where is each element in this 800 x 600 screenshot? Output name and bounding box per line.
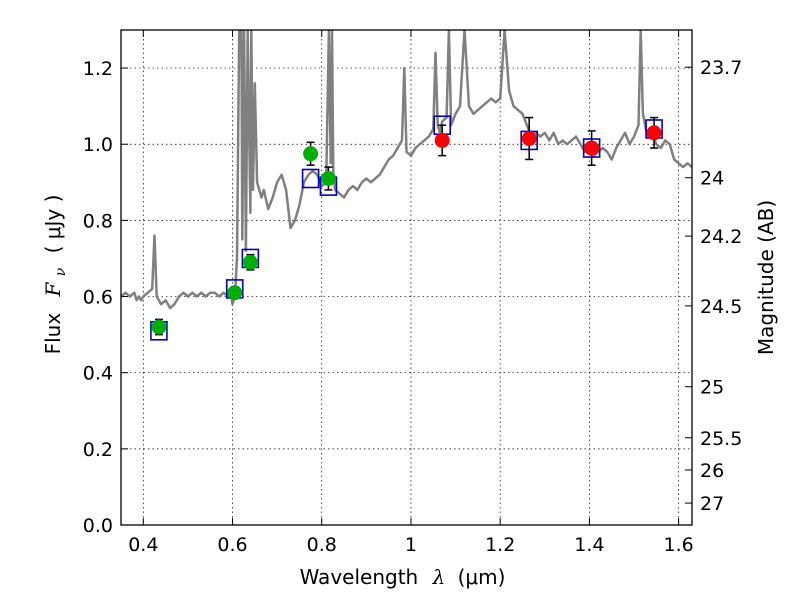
- y-tick-label: 0.6: [83, 287, 113, 309]
- y2-axis-label: Magnitude (AB): [754, 200, 778, 355]
- observed-flux-point: [434, 132, 450, 148]
- x-tick-label: 1: [405, 534, 417, 556]
- x-tick-label: 1.6: [664, 534, 694, 556]
- observed-flux-point: [242, 254, 258, 270]
- grid-layer: [121, 30, 692, 526]
- x-tick-label: 0.4: [128, 534, 158, 556]
- observed-flux-point: [227, 285, 243, 301]
- x-axis-label: Wavelength λ (μm): [300, 565, 506, 589]
- y-tick-label: 0.8: [83, 210, 113, 232]
- x-axis-label-symbol: λ: [432, 565, 446, 589]
- y2-tick-label: 24.5: [700, 296, 742, 318]
- x-tick-label: 0.8: [307, 534, 337, 556]
- model-spectrum-line: [121, 30, 692, 310]
- observed-flux-point: [320, 171, 336, 186]
- y-tick-label: 0.2: [83, 439, 113, 461]
- observed-flux-point: [646, 125, 662, 141]
- y2-tick-label: 24: [700, 168, 724, 190]
- y-axis-label-subscript: ν: [53, 267, 69, 276]
- x-tick-label: 1.2: [485, 534, 515, 556]
- y2-tick-label: 24.2: [700, 226, 742, 248]
- plot-layer: [121, 30, 692, 341]
- y-axis-label-unit: ( μJy ): [41, 195, 65, 254]
- y-axis-label-text: Flux: [41, 313, 65, 355]
- y-tick-label: 1.2: [83, 58, 113, 80]
- y-axis-label: Flux F ν ( μJy ): [41, 195, 70, 355]
- x-tick-label: 0.6: [217, 534, 247, 556]
- y2-tick-label: 26: [700, 460, 724, 482]
- x-axis-label-text: Wavelength: [300, 565, 419, 589]
- y-axis-label-symbol: F: [41, 281, 65, 297]
- y-tick-label: 0.4: [83, 363, 113, 385]
- y2-tick-label: 25: [700, 377, 724, 399]
- observed-flux-point: [151, 319, 167, 335]
- model-flux-square: [301, 168, 320, 189]
- y2-tick-label: 25.5: [700, 428, 742, 450]
- x-axis-label-unit: (μm): [458, 565, 506, 589]
- y2-tick-label: 23.7: [700, 57, 742, 79]
- axes-frame: [120, 29, 693, 526]
- ticks-layer: 0.4 0.6 0.8 1 1.2 1.4 1.6 0.0 0.2 0.4 0.6 0.8 1.0 1.2…: [83, 30, 742, 556]
- y-tick-label: 0.0: [83, 515, 113, 537]
- observed-flux-point: [584, 140, 600, 156]
- y2-tick-label: 27: [700, 493, 724, 515]
- observed-flux-point: [303, 146, 319, 162]
- y-tick-label: 1.0: [83, 134, 113, 156]
- x-tick-label: 1.4: [574, 534, 604, 556]
- observed-flux-point: [521, 131, 537, 147]
